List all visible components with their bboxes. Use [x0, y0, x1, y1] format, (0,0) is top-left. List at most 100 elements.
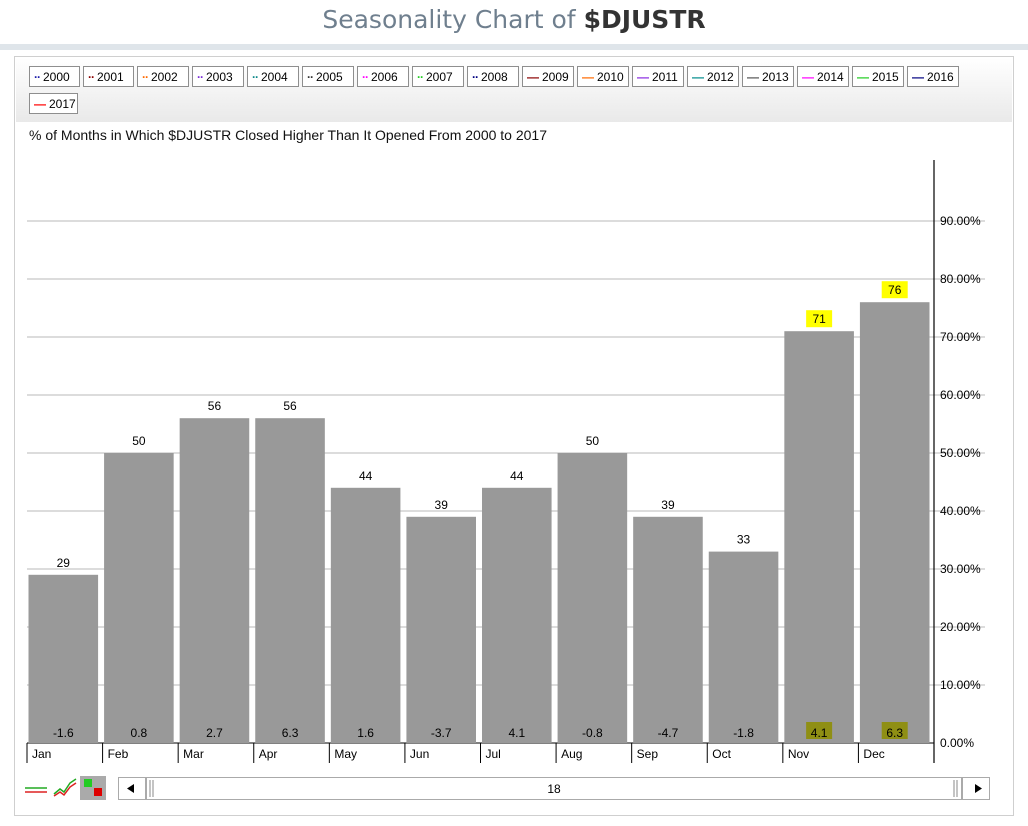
legend-label: 2014 — [817, 70, 844, 84]
x-tick-label: Aug — [561, 747, 582, 761]
avg-return-label: 2.7 — [206, 726, 223, 740]
bar-value-label: 33 — [737, 533, 751, 547]
bar-chart-icon[interactable] — [80, 776, 106, 800]
bar-value-label: 39 — [661, 498, 675, 512]
legend-label: 2011 — [652, 70, 678, 84]
scrollbar-track[interactable] — [146, 777, 962, 800]
legend-label: 2000 — [43, 70, 70, 84]
legend-item-2001[interactable]: ·· 2001 — [83, 66, 134, 87]
y-tick-label: 80.00% — [940, 272, 981, 286]
legend-item-2008[interactable]: ·· 2008 — [467, 66, 519, 87]
legend-item-2006[interactable]: ·· 2006 — [357, 66, 409, 87]
legend-swatch: — — [527, 70, 539, 84]
bar-value-label: 50 — [132, 434, 146, 448]
x-tick-label: May — [334, 747, 357, 761]
avg-return-label: 6.3 — [282, 726, 299, 740]
legend-item-2007[interactable]: ·· 2007 — [412, 66, 464, 87]
legend-label: 2003 — [206, 70, 233, 84]
scroll-value: 18 — [547, 782, 561, 796]
x-tick-label: Feb — [108, 747, 129, 761]
legend-item-2015[interactable]: —2015 — [852, 66, 904, 87]
legend-label: 2009 — [542, 70, 569, 84]
avg-return-label: 1.6 — [357, 726, 374, 740]
legend-swatch: ·· — [88, 70, 95, 84]
legend-swatch: ·· — [197, 70, 204, 84]
legend-label: 2007 — [426, 70, 453, 84]
avg-return-label: -1.8 — [733, 726, 754, 740]
legend-swatch: ·· — [417, 70, 424, 84]
legend-label: 2012 — [707, 70, 734, 84]
y-tick-label: 60.00% — [940, 388, 981, 402]
avg-return-label: 0.8 — [131, 726, 148, 740]
legend-swatch: ·· — [142, 70, 149, 84]
y-tick-label: 50.00% — [940, 446, 981, 460]
legend-swatch: — — [747, 70, 759, 84]
return-highlight — [806, 722, 833, 739]
legend-label: 2015 — [872, 70, 899, 84]
chart-title: % of Months in Which $DJUSTR Closed High… — [29, 127, 547, 143]
legend: ·· 2000 ·· 2001 ·· 2002 ·· 2003 ·· 2004 ·· 2005 ·· 20… — [16, 58, 1012, 122]
value-highlight — [806, 310, 833, 328]
legend-item-2000[interactable]: ·· 2000 — [29, 66, 80, 87]
legend-swatch: — — [637, 70, 649, 84]
legend-label: 2001 — [97, 70, 124, 84]
legend-swatch: ·· — [472, 70, 479, 84]
x-tick-label: Nov — [788, 747, 809, 761]
bar-May — [330, 487, 401, 743]
bar-Jan — [28, 574, 99, 743]
bar-value-label: 56 — [283, 399, 297, 413]
avg-return-label: 6.3 — [886, 726, 903, 740]
x-tick-label: Jun — [410, 747, 429, 761]
avg-return-label: -0.8 — [582, 726, 603, 740]
x-tick-label: Jan — [32, 747, 51, 761]
legend-swatch: ·· — [362, 70, 369, 84]
bar-value-label: 44 — [359, 469, 373, 483]
return-highlight — [881, 722, 908, 739]
x-tick-label: Dec — [863, 747, 884, 761]
legend-label: 2013 — [762, 70, 789, 84]
line-chart-icon[interactable] — [24, 776, 48, 798]
legend-item-2014[interactable]: —2014 — [797, 66, 849, 87]
bar-value-label: 44 — [510, 469, 524, 483]
legend-swatch: — — [582, 70, 594, 84]
x-tick-label: Jul — [486, 747, 501, 761]
legend-swatch: — — [802, 70, 814, 84]
legend-item-2012[interactable]: —2012 — [687, 66, 739, 87]
legend-item-2009[interactable]: —2009 — [522, 66, 574, 87]
x-tick-label: Sep — [637, 747, 659, 761]
legend-item-2016[interactable]: —2016 — [907, 66, 959, 87]
scroll-left-button[interactable] — [118, 777, 146, 800]
page-header: Seasonality Chart of $DJUSTR — [0, 0, 1028, 46]
bar-Jul — [482, 487, 552, 743]
bar-value-label: 39 — [435, 498, 449, 512]
scroll-right-button[interactable] — [962, 777, 990, 800]
y-tick-label: 30.00% — [940, 562, 981, 576]
legend-item-2002[interactable]: ·· 2002 — [137, 66, 189, 87]
trend-chart-icon[interactable] — [52, 776, 78, 798]
legend-item-2003[interactable]: ·· 2003 — [192, 66, 244, 87]
legend-swatch: — — [692, 70, 704, 84]
bar-value-label: 71 — [812, 312, 826, 326]
legend-item-2011[interactable]: —2011 — [632, 66, 684, 87]
legend-item-2010[interactable]: —2010 — [577, 66, 629, 87]
legend-label: 2016 — [927, 70, 954, 84]
bar-Sep — [633, 516, 703, 743]
avg-return-label: 4.1 — [811, 726, 828, 740]
legend-label: 2005 — [316, 70, 343, 84]
legend-item-2013[interactable]: —2013 — [742, 66, 794, 87]
x-tick-label: Apr — [259, 747, 278, 761]
bar-value-label: 29 — [57, 556, 71, 570]
legend-label: 2017 — [49, 97, 76, 111]
x-tick-label: Oct — [712, 747, 731, 761]
legend-swatch: — — [912, 70, 924, 84]
avg-return-label: -4.7 — [658, 726, 679, 740]
legend-item-2017[interactable]: —2017 — [29, 93, 78, 114]
legend-item-2005[interactable]: ·· 2005 — [302, 66, 354, 87]
legend-label: 2004 — [261, 70, 288, 84]
legend-item-2004[interactable]: ·· 2004 — [247, 66, 299, 87]
bar-Apr — [255, 418, 325, 743]
chart-controls: 18 — [14, 774, 1012, 808]
bar-Aug — [557, 453, 628, 743]
legend-label: 2006 — [371, 70, 398, 84]
